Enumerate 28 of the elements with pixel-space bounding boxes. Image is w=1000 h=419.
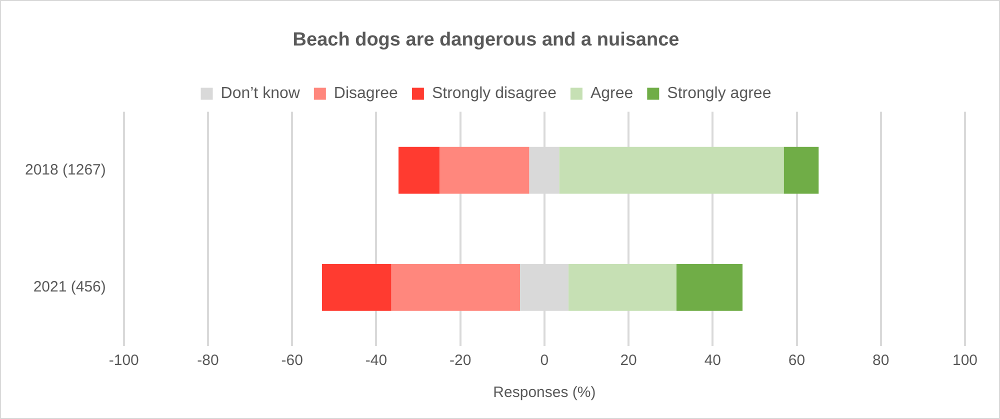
bar [559, 146, 784, 194]
bar [440, 146, 530, 194]
x-tick-label: 40 [704, 352, 722, 370]
bar [398, 146, 440, 194]
x-tick-label: 100 [952, 352, 978, 370]
x-tick-label: -80 [197, 352, 219, 370]
bar [568, 264, 676, 311]
x-tick-label: 80 [872, 352, 890, 370]
legend-label: Agree [590, 85, 634, 102]
x-tick-label: -60 [281, 352, 303, 370]
legend-label: Strongly agree [667, 85, 772, 102]
bar [391, 264, 520, 311]
legend-label: Disagree [334, 85, 398, 102]
legend-label: Strongly disagree [432, 85, 557, 102]
bar [784, 146, 819, 194]
legend-label: Don’t know [220, 85, 300, 102]
x-tick-label: -100 [108, 352, 139, 370]
x-tick-label: 20 [620, 352, 637, 370]
x-tick-label: -20 [449, 352, 472, 370]
y-tick-label: 2018 (1267) [24, 161, 106, 178]
x-axis-title: Responses (%) [493, 384, 596, 402]
chart-title: Beach dogs are dangerous and a nuisance [292, 30, 680, 51]
bar [676, 264, 743, 311]
x-tick-label: 0 [540, 352, 549, 370]
x-tick-label: 60 [788, 352, 806, 370]
bar [322, 264, 392, 311]
y-tick-label: 2021 (456) [33, 278, 106, 296]
x-tick-label: -40 [365, 352, 388, 370]
